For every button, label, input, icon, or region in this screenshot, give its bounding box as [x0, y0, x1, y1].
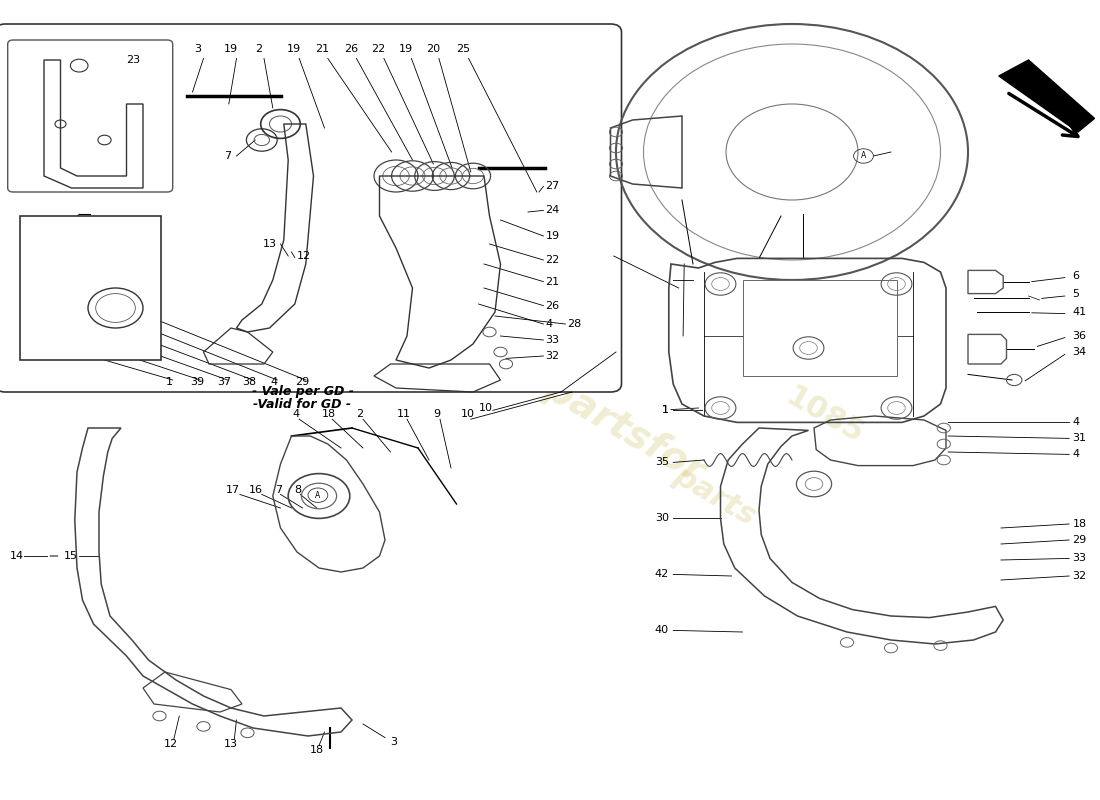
FancyBboxPatch shape [0, 24, 621, 392]
Text: 32: 32 [1072, 571, 1087, 581]
Text: 16: 16 [250, 485, 263, 494]
Text: 14: 14 [10, 551, 24, 561]
Text: 30: 30 [654, 514, 669, 523]
Text: 4: 4 [293, 410, 299, 419]
Text: 29: 29 [296, 378, 309, 387]
Text: 19: 19 [224, 44, 238, 54]
Text: 4: 4 [271, 378, 277, 387]
Text: 13: 13 [263, 239, 277, 249]
Text: 12: 12 [297, 251, 311, 261]
Text: 18: 18 [1072, 519, 1087, 529]
Text: 1: 1 [662, 405, 669, 414]
Text: 36: 36 [1072, 331, 1087, 341]
Text: 10: 10 [461, 410, 474, 419]
FancyBboxPatch shape [20, 216, 161, 360]
Text: 4: 4 [546, 319, 552, 329]
Text: - Vale per GD -: - Vale per GD - [252, 386, 353, 398]
Text: 7: 7 [224, 151, 231, 161]
Text: 8: 8 [295, 485, 301, 494]
Text: 26: 26 [344, 44, 358, 54]
Text: 34: 34 [1072, 347, 1087, 357]
Text: 6: 6 [1072, 271, 1079, 281]
Text: 17: 17 [227, 485, 240, 494]
Text: 20: 20 [427, 44, 440, 54]
FancyBboxPatch shape [8, 40, 173, 192]
Text: 31: 31 [1072, 434, 1087, 443]
Text: 41: 41 [1072, 307, 1087, 317]
Text: 21: 21 [546, 277, 560, 286]
Text: 19: 19 [399, 44, 412, 54]
FancyBboxPatch shape [742, 280, 896, 376]
Text: 37: 37 [218, 378, 231, 387]
Text: 9: 9 [433, 410, 440, 419]
Text: 10: 10 [478, 403, 493, 413]
Text: 15: 15 [64, 551, 78, 561]
Text: -Valid for GD -: -Valid for GD - [253, 398, 352, 410]
Text: 23: 23 [126, 55, 141, 65]
Text: 22: 22 [372, 44, 385, 54]
Text: 2: 2 [356, 410, 363, 419]
Text: sparepartsfor: sparepartsfor [432, 309, 712, 491]
Text: 3: 3 [195, 44, 201, 54]
Text: parts: parts [669, 461, 761, 531]
Text: 1: 1 [662, 405, 669, 414]
Text: 4: 4 [1072, 450, 1079, 459]
Text: 25: 25 [456, 44, 470, 54]
Text: 3: 3 [390, 738, 397, 747]
Text: 19: 19 [287, 44, 300, 54]
Polygon shape [999, 60, 1094, 132]
Text: 5: 5 [1072, 290, 1079, 299]
Text: 11: 11 [397, 410, 410, 419]
Text: 38: 38 [243, 378, 256, 387]
Text: 19: 19 [546, 231, 560, 241]
Text: A: A [861, 151, 866, 161]
Text: 2: 2 [255, 44, 262, 54]
Text: 13: 13 [224, 739, 238, 749]
Text: 40: 40 [654, 626, 669, 635]
Text: 29: 29 [1072, 535, 1087, 545]
Text: A: A [316, 490, 320, 500]
Text: 26: 26 [546, 301, 560, 310]
Text: 12: 12 [164, 739, 177, 749]
Text: 24: 24 [546, 206, 560, 215]
Text: 1085: 1085 [781, 382, 869, 450]
Text: 28: 28 [568, 319, 582, 329]
Text: 33: 33 [1072, 554, 1087, 563]
Text: 39: 39 [190, 378, 204, 387]
Text: 1: 1 [166, 378, 173, 387]
Text: 33: 33 [546, 335, 560, 345]
Text: 35: 35 [654, 458, 669, 467]
Text: 4: 4 [1072, 418, 1079, 427]
Text: 22: 22 [546, 255, 560, 265]
Text: 27: 27 [546, 182, 560, 191]
Text: 42: 42 [654, 570, 669, 579]
Text: 7: 7 [275, 485, 282, 494]
Text: 18: 18 [310, 746, 323, 755]
Text: 18: 18 [322, 410, 335, 419]
Text: 32: 32 [546, 351, 560, 361]
Text: 21: 21 [316, 44, 329, 54]
